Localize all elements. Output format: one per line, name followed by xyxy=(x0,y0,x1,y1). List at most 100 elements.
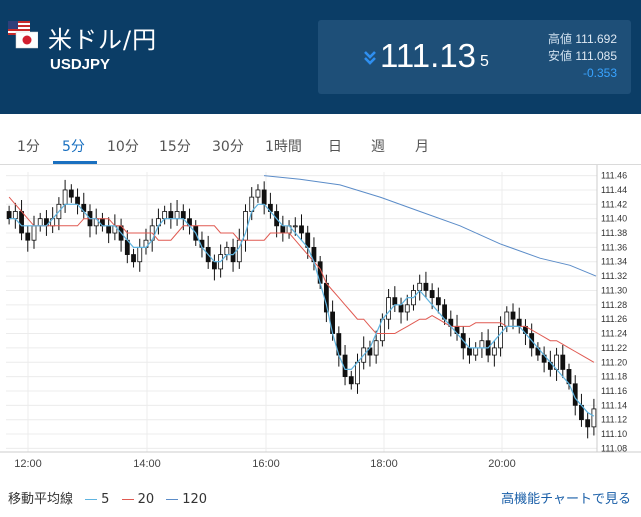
y-tick-label: 111.38 xyxy=(601,228,627,238)
candle-body xyxy=(19,211,24,234)
candle xyxy=(373,330,379,364)
candle xyxy=(560,345,566,379)
candle xyxy=(187,208,192,235)
high-value: 111.692 xyxy=(575,32,617,46)
candle xyxy=(554,347,559,381)
moving-average-legend: 移動平均線 5 20 120 xyxy=(8,488,207,507)
x-tick-label: 12:00 xyxy=(14,458,42,470)
candle-body xyxy=(373,340,379,356)
candle xyxy=(491,340,497,367)
tab-week[interactable]: 週 xyxy=(371,139,385,155)
candle xyxy=(131,248,136,268)
candle-body xyxy=(224,246,230,255)
y-tick-label: 111.30 xyxy=(601,285,627,295)
candle-body xyxy=(255,189,261,198)
active-tab-indicator xyxy=(53,161,97,164)
candle xyxy=(591,398,597,436)
candle xyxy=(100,212,105,232)
candle xyxy=(6,205,12,225)
candle-body xyxy=(299,225,304,234)
tab-day[interactable]: 日 xyxy=(328,139,342,155)
candle xyxy=(93,208,99,235)
candle-body xyxy=(180,211,186,220)
candle-body xyxy=(292,225,298,228)
y-tick-label: 111.34 xyxy=(601,257,627,267)
quote-header: 米ドル/円 USDJPY 111.13 5 高値 111.692 安値 111.… xyxy=(0,0,641,114)
us-japan-flag-icon xyxy=(8,21,39,51)
advanced-chart-link[interactable]: 高機能チャートで見る xyxy=(501,492,631,507)
candle xyxy=(423,271,429,298)
ma120-line xyxy=(263,175,597,277)
candle xyxy=(510,303,516,330)
double-chevron-down-icon xyxy=(363,50,377,70)
candle-body xyxy=(6,211,12,220)
candle-body xyxy=(162,211,168,220)
candle xyxy=(44,210,49,236)
candle xyxy=(81,192,87,219)
x-axis-ticks: 12:00 14:00 16:00 18:00 20:00 xyxy=(14,458,516,470)
candle-body xyxy=(280,225,286,234)
candle-body xyxy=(261,189,267,205)
candle-body xyxy=(560,354,566,370)
candle-body xyxy=(473,347,479,356)
candle xyxy=(386,289,391,330)
candle xyxy=(162,205,168,225)
candle xyxy=(106,217,112,244)
candle xyxy=(230,238,236,272)
candle-body xyxy=(68,189,74,198)
low-value: 111.085 xyxy=(575,49,617,63)
tab-30min[interactable]: 30分 xyxy=(212,139,244,155)
y-tick-label: 111.42 xyxy=(601,199,627,209)
y-tick-label: 111.26 xyxy=(601,314,627,324)
candle-body xyxy=(585,419,591,428)
candle-body xyxy=(174,211,180,220)
candle xyxy=(62,179,68,213)
candle-body xyxy=(498,325,503,349)
high-label: 高値 xyxy=(548,32,573,46)
candle xyxy=(137,238,143,272)
tab-15min[interactable]: 15分 xyxy=(159,139,191,155)
tab-1hour[interactable]: 1時間 xyxy=(265,139,302,155)
candle-body xyxy=(417,282,423,291)
candle-body xyxy=(355,361,360,385)
candle xyxy=(286,220,292,239)
candle xyxy=(280,215,286,242)
tab-1min[interactable]: 1分 xyxy=(17,139,40,155)
legend-title: 移動平均線 xyxy=(8,492,74,507)
candle xyxy=(355,353,360,394)
candle-body xyxy=(435,297,441,306)
x-tick-label: 20:00 xyxy=(488,458,516,470)
y-tick-label: 111.12 xyxy=(601,415,627,425)
candle-body xyxy=(12,211,18,220)
y-tick-label: 111.28 xyxy=(601,300,627,310)
low-label: 安値 xyxy=(548,49,573,63)
candle-body xyxy=(479,340,485,349)
candle xyxy=(336,326,342,367)
candle-body xyxy=(348,376,354,385)
legend-ma20: 20 xyxy=(137,492,155,507)
candle xyxy=(348,370,354,390)
candle-body xyxy=(25,232,31,241)
candle-body xyxy=(75,196,80,205)
candle-body xyxy=(423,282,429,291)
candle xyxy=(255,184,261,203)
tab-10min[interactable]: 10分 xyxy=(107,139,139,155)
candle xyxy=(267,192,273,219)
y-tick-label: 111.32 xyxy=(601,271,627,281)
candle xyxy=(516,307,522,334)
candle xyxy=(25,225,31,252)
y-tick-label: 111.46 xyxy=(601,171,627,181)
price-chart[interactable]: 111.46 111.44 111.42 111.40 111.38 111.36 111.… xyxy=(0,165,641,475)
candle-body xyxy=(591,408,597,428)
tab-month[interactable]: 月 xyxy=(415,139,429,155)
candle xyxy=(156,208,161,235)
chart-grid xyxy=(0,165,641,453)
candle-body xyxy=(510,311,516,320)
candle-body xyxy=(429,290,435,299)
y-tick-label: 111.22 xyxy=(601,343,627,353)
candle xyxy=(535,342,541,361)
y-tick-label: 111.20 xyxy=(601,357,627,367)
x-tick-label: 18:00 xyxy=(370,458,398,470)
candle xyxy=(299,214,304,241)
tab-5min[interactable]: 5分 xyxy=(62,139,85,155)
